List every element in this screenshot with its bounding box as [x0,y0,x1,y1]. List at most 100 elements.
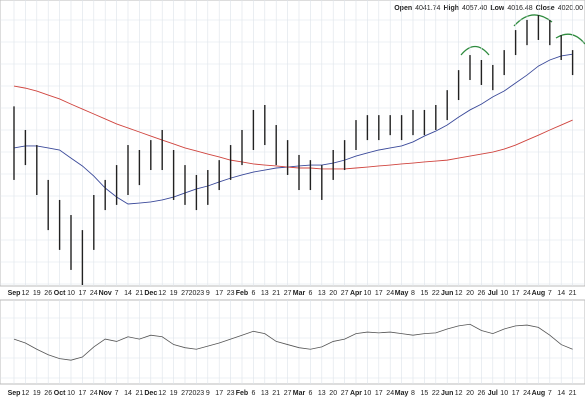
x-tick-label: 22 [432,390,440,397]
x-tick-label: 19 [33,290,41,297]
x-tick-label: Apr [350,390,362,397]
x-tick-label: 13 [261,390,269,397]
x-tick-label: Feb [236,390,248,397]
x-tick-label: 26 [44,390,52,397]
x-tick-label: 15 [421,390,429,397]
x-tick-label: Aug [532,390,546,397]
x-tick-label: Jun [441,390,453,397]
x-tick-label: 6 [308,290,312,297]
x-tick-label: 17 [375,390,383,397]
x-tick-label: Dec [144,390,157,397]
x-tick-label: 27 [181,390,189,397]
rsi-panel [0,299,585,385]
x-tick-label: 21 [569,290,577,297]
x-tick-label: 21 [136,390,144,397]
x-tick-label: Nov [99,290,112,297]
x-tick-label: Apr [350,290,362,297]
x-tick-label: 27 [341,290,349,297]
x-tick-label: 17 [375,290,383,297]
x-tick-label: 12 [158,290,166,297]
x-tick-label: 2023 [189,390,205,397]
x-tick-label: 10 [500,390,508,397]
header-label: Low [490,5,505,12]
pattern-arc [460,45,490,56]
x-tick-label: 19 [170,390,178,397]
x-tick-label: 24 [523,390,531,397]
rsi-line [13,323,573,361]
x-tick-label: 26 [478,390,486,397]
x-tick-label: 13 [261,290,269,297]
header-label: Close [536,5,555,12]
x-tick-label: Sep [8,390,21,397]
x-tick-label: 7 [548,290,552,297]
x-tick-label: 13 [318,390,326,397]
x-tick-label: 12 [455,390,463,397]
x-tick-label: 10 [500,290,508,297]
header-value: 4016.48 [507,5,532,12]
x-tick-label: 21 [272,290,280,297]
x-tick-label: 9 [206,290,210,297]
x-tick-label: 17 [215,290,223,297]
x-tick-label: 12 [22,290,30,297]
x-tick-label: Feb [236,290,248,297]
x-tick-label: 6 [251,290,255,297]
x-tick-label: 21 [136,290,144,297]
x-tick-label: May [395,390,409,397]
x-tick-label: 14 [124,390,132,397]
header-value: 4041.74 [415,5,440,12]
x-tick-label: 12 [455,290,463,297]
x-tick-label: Sep [8,290,21,297]
x-tick-label: 10 [364,290,372,297]
moving-average-line [13,85,573,170]
x-tick-label: 8 [411,290,415,297]
x-tick-label: 24 [90,290,98,297]
header-label: Open [394,5,412,12]
x-tick-label: 27 [284,390,292,397]
x-tick-label: 15 [421,290,429,297]
price-panel [0,0,585,287]
x-tick-label: 20 [329,290,337,297]
x-tick-label: 20 [466,290,474,297]
x-tick-label: 7 [115,290,119,297]
x-tick-label: 24 [523,290,531,297]
x-tick-label: May [395,290,409,297]
x-tick-label: 23 [227,290,235,297]
x-tick-label: Mar [293,290,306,297]
x-tick-label: 10 [67,290,75,297]
x-tick-label: Jun [441,290,453,297]
x-tick-label: Nov [99,390,112,397]
x-tick-label: 26 [478,290,486,297]
x-tick-label: 14 [124,290,132,297]
pattern-arc [555,33,585,45]
header-value: 4020.00 [558,5,583,12]
x-tick-label: 20 [329,390,337,397]
x-tick-label: Oct [54,390,66,397]
x-tick-label: 26 [44,290,52,297]
x-tick-label: 22 [432,290,440,297]
x-tick-label: 17 [79,290,87,297]
x-tick-label: 9 [206,390,210,397]
x-tick-label: 8 [411,390,415,397]
moving-average-line [13,53,573,205]
x-tick-label: Aug [532,290,546,297]
x-tick-label: 14 [557,290,565,297]
x-tick-label: 17 [512,390,520,397]
x-tick-label: 20 [466,390,474,397]
x-tick-label: 19 [170,290,178,297]
x-tick-label: 12 [22,390,30,397]
x-tick-label: 27 [181,290,189,297]
x-tick-label: Jul [488,390,498,397]
header-label: High [443,5,459,12]
x-tick-label: Dec [144,290,157,297]
x-tick-label: 21 [272,390,280,397]
x-tick-label: 19 [33,390,41,397]
x-tick-label: 7 [115,390,119,397]
x-tick-label: 6 [308,390,312,397]
x-tick-label: 13 [318,290,326,297]
x-tick-label: Jul [488,290,498,297]
x-tick-label: 17 [512,290,520,297]
x-tick-label: 24 [386,390,394,397]
x-tick-label: 10 [364,390,372,397]
x-tick-label: 2023 [189,290,205,297]
